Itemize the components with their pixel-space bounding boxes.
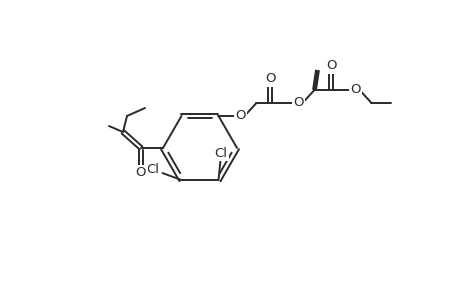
Text: O: O xyxy=(349,83,360,97)
Text: O: O xyxy=(265,73,275,85)
Text: Cl: Cl xyxy=(146,163,159,176)
Text: O: O xyxy=(135,167,146,179)
Text: O: O xyxy=(235,110,245,122)
Text: Cl: Cl xyxy=(213,146,226,160)
Text: O: O xyxy=(325,59,336,73)
Text: O: O xyxy=(293,97,303,110)
